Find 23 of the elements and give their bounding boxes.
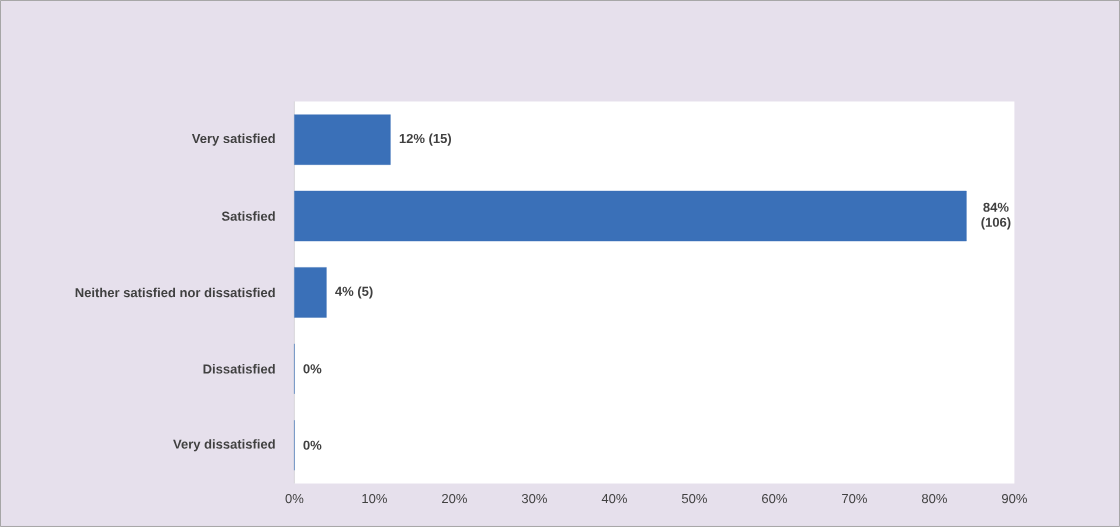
y-tick-label: Very dissatisfied xyxy=(173,439,275,452)
x-tick-label: 70% xyxy=(842,493,867,504)
y-tick-label: Very satisfied xyxy=(191,133,275,146)
bar xyxy=(294,267,327,318)
data-label: 12% (15) xyxy=(399,133,452,146)
data-label: 84% (106) xyxy=(981,202,1011,230)
bar xyxy=(294,114,391,165)
x-tick-label: 20% xyxy=(442,493,467,504)
y-tick-label: Dissatisfied xyxy=(203,364,275,374)
x-tick-label: 30% xyxy=(521,493,547,504)
x-tick-label: 10% xyxy=(362,493,387,504)
data-label: 0% xyxy=(303,440,322,450)
x-tick-label: 40% xyxy=(601,493,627,504)
y-tick-label: Neither satisfied nor dissatisfied xyxy=(75,287,275,298)
y-tick-label: Satisfied xyxy=(221,211,275,221)
data-label: 4% (5) xyxy=(335,286,373,299)
x-tick-label: 90% xyxy=(1002,493,1027,504)
x-tick-label: 0% xyxy=(285,493,304,504)
x-tick-label: 60% xyxy=(762,493,787,504)
bar xyxy=(294,190,967,242)
data-label: 0% xyxy=(303,364,322,374)
x-tick-label: 80% xyxy=(921,493,947,504)
x-tick-label: 50% xyxy=(681,493,707,504)
